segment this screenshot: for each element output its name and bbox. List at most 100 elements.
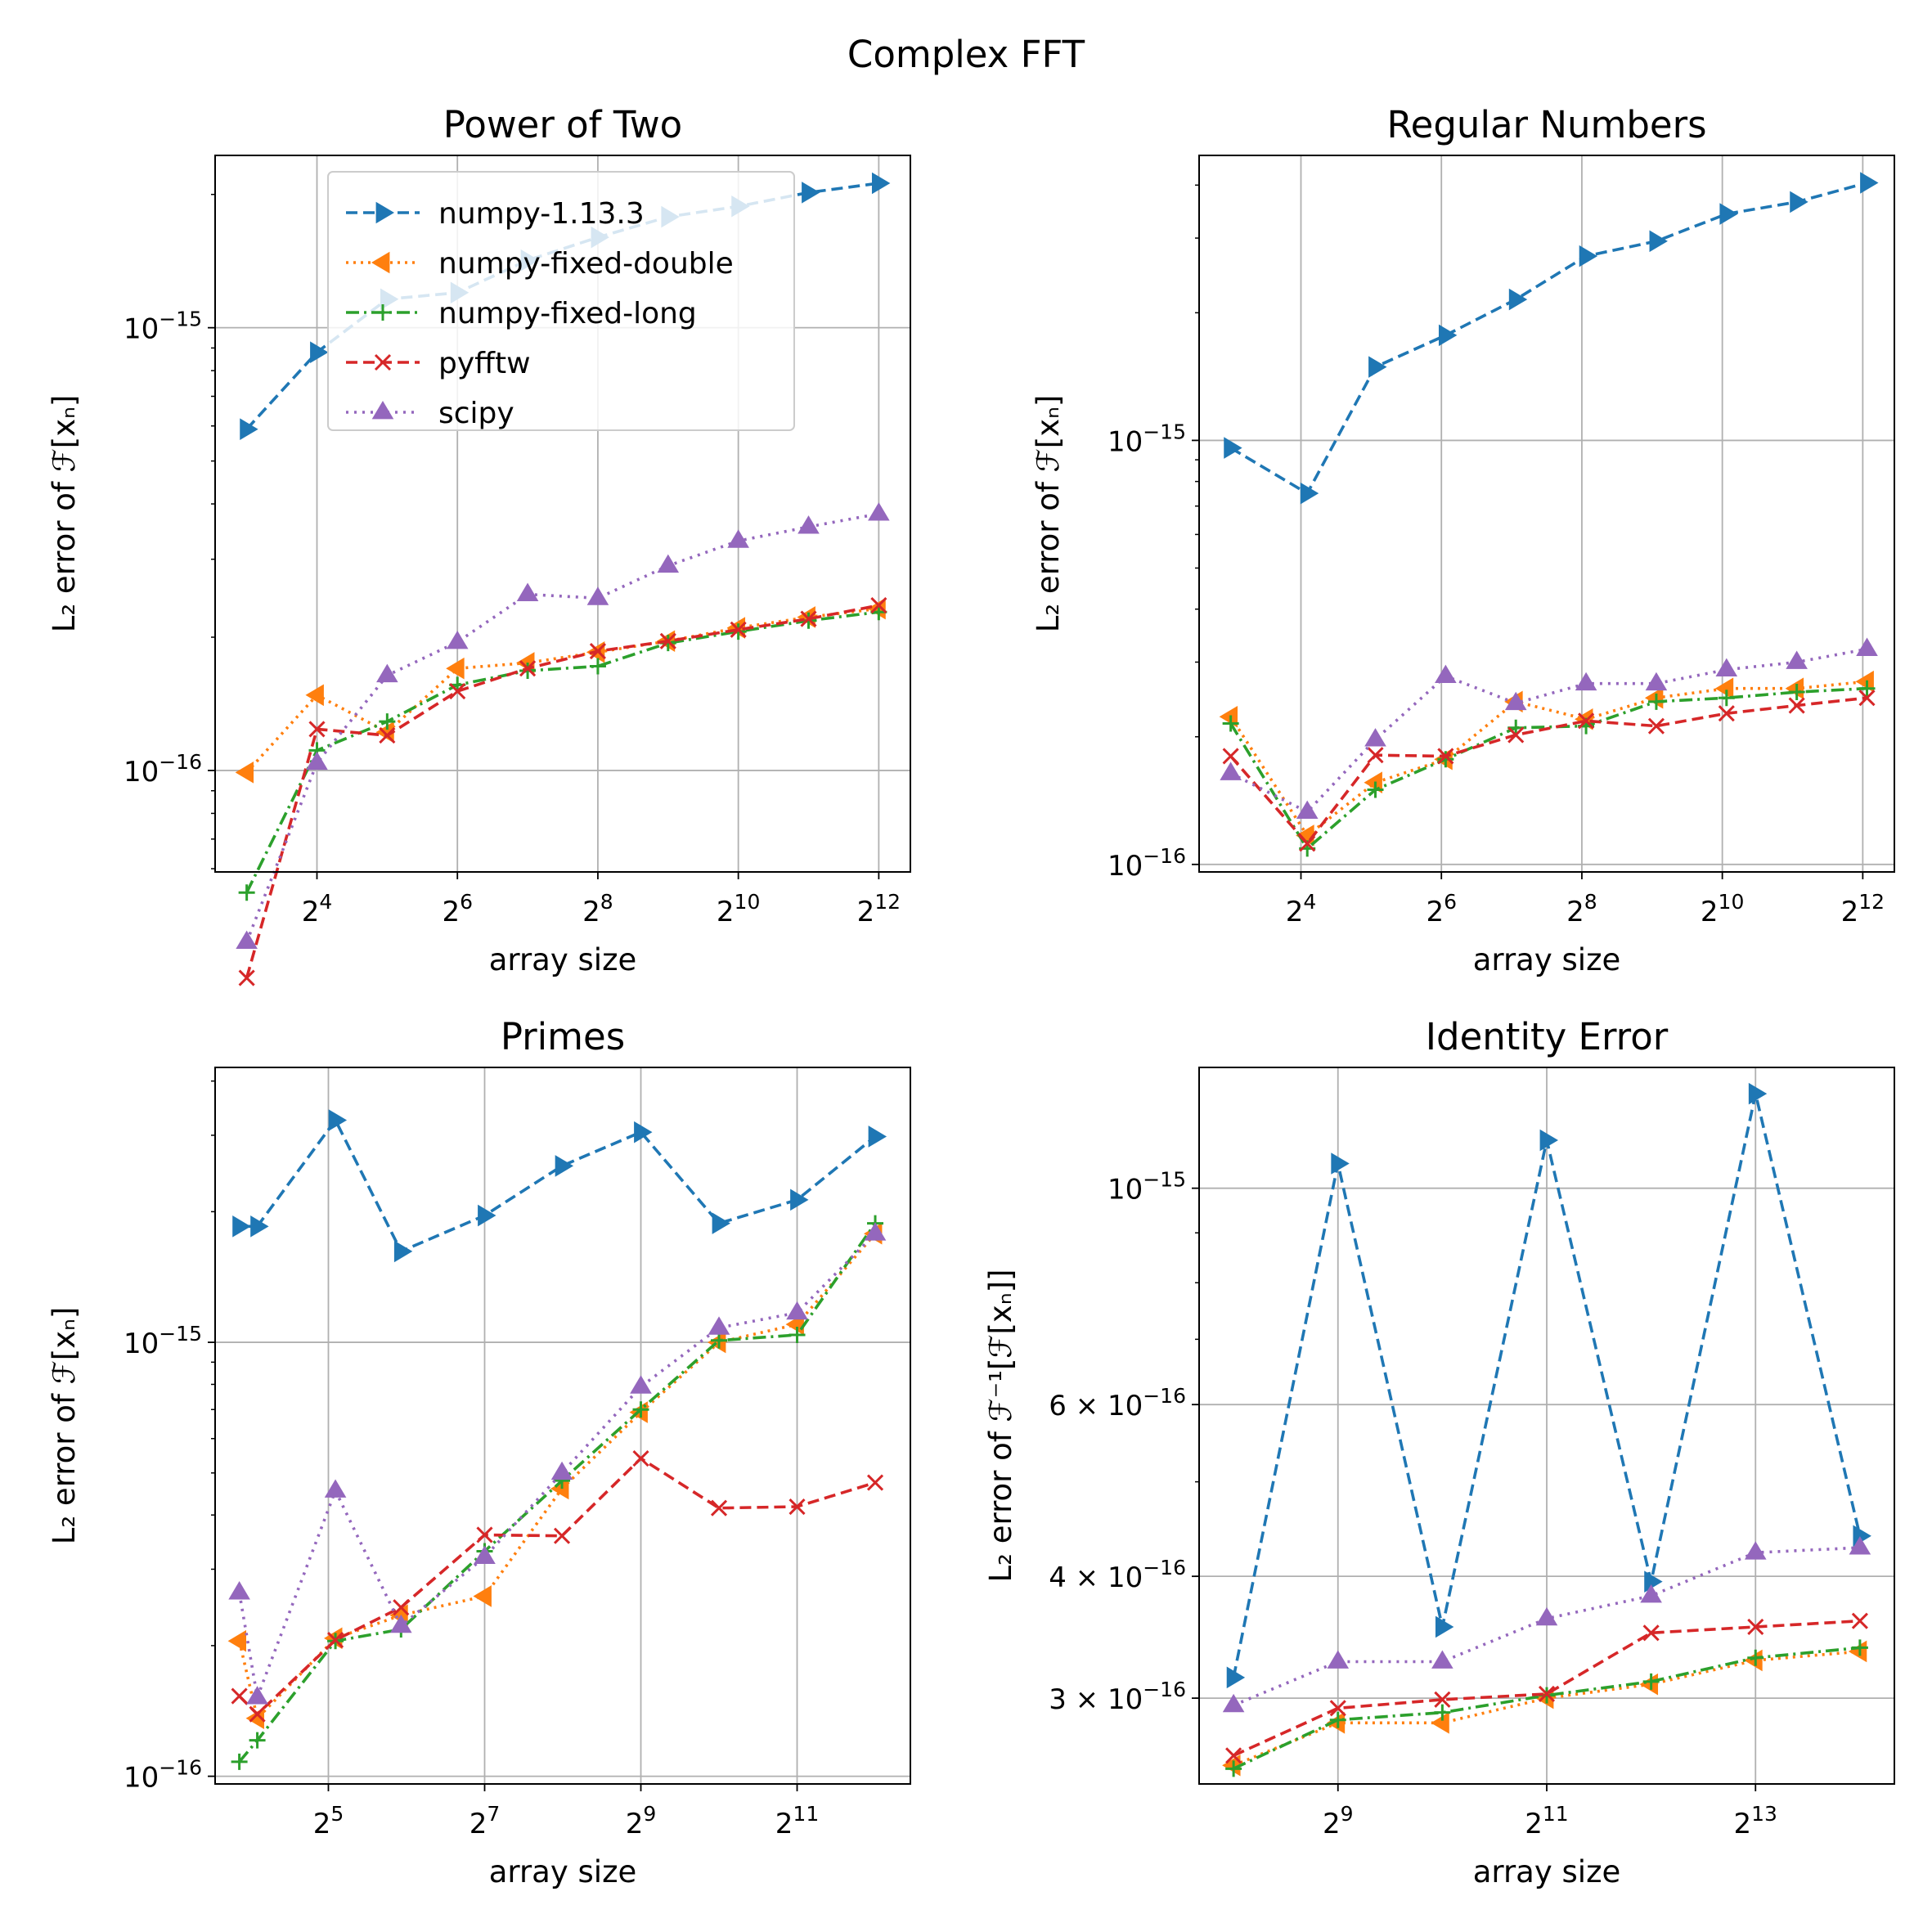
- data-point: [1222, 1754, 1241, 1777]
- data-point: [227, 1629, 247, 1652]
- data-point: [1508, 288, 1528, 311]
- data-point: [393, 1599, 410, 1616]
- data-point: [1719, 203, 1738, 225]
- data-point: [1327, 1650, 1350, 1669]
- x-axis-label: array size: [1473, 1854, 1621, 1889]
- series-line-1: [245, 607, 879, 774]
- data-point: [393, 1240, 413, 1263]
- data-point: [1715, 658, 1738, 677]
- series-line-4: [245, 512, 879, 943]
- legend-marker: [371, 251, 390, 274]
- series-line-2: [238, 1222, 877, 1764]
- data-point: [711, 1332, 728, 1349]
- series-line-2: [245, 610, 879, 893]
- legend-label: numpy-fixed-double: [438, 247, 734, 281]
- data-point: [1434, 1691, 1451, 1708]
- data-point: [324, 1479, 347, 1498]
- y-tick-label: 10−16: [124, 750, 202, 789]
- data-point: [474, 1545, 496, 1565]
- x-tick-label: 26: [1426, 890, 1457, 928]
- data-point: [1225, 1747, 1242, 1764]
- data-point: [376, 663, 398, 683]
- axes-frame: [214, 1067, 911, 1785]
- data-point: [1848, 1640, 1867, 1663]
- subplot-3: 25 27 29 211 10−16 10−15 Primes array size L₂ er…: [47, 1015, 911, 1889]
- data-point: [249, 1732, 266, 1749]
- data-point: [1222, 1693, 1245, 1713]
- data-point: [250, 1215, 269, 1238]
- subplot-4: 29 211 213 10−15 6 × 10−16 4 × 10−16 3 × 10−16…: [983, 1015, 1895, 1889]
- data-point: [327, 1632, 344, 1649]
- data-point: [1856, 637, 1878, 656]
- data-point: [1747, 1618, 1764, 1636]
- data-point: [1539, 1129, 1558, 1152]
- x-tick-label: 28: [582, 890, 613, 928]
- data-point: [586, 586, 609, 605]
- data-point: [328, 1109, 348, 1131]
- data-point: [1367, 747, 1384, 764]
- data-point: [473, 1585, 492, 1607]
- data-point: [1579, 245, 1598, 267]
- legend-marker: [374, 353, 392, 371]
- data-point: [231, 1687, 248, 1705]
- y-tick-label: 10−16: [124, 1756, 202, 1795]
- data-point: [1788, 697, 1805, 714]
- data-point: [1858, 680, 1876, 697]
- data-point: [1437, 748, 1454, 765]
- series-line-4: [1229, 647, 1867, 814]
- data-point: [708, 1331, 726, 1354]
- y-tick-label: 3 × 10−16: [1049, 1678, 1186, 1716]
- data-point: [1714, 677, 1734, 699]
- data-point: [231, 1753, 248, 1770]
- data-point: [310, 341, 329, 364]
- legend-box: [327, 171, 795, 431]
- legend-label: pyfftw: [438, 347, 531, 380]
- data-point: [1504, 691, 1527, 711]
- x-tick-label: 25: [313, 1802, 344, 1840]
- data-point: [449, 683, 466, 700]
- data-point: [519, 663, 537, 679]
- y-tick-label: 10−15: [1108, 420, 1186, 458]
- x-axis-label: array size: [489, 1854, 637, 1889]
- data-point: [228, 1581, 250, 1600]
- x-tick-label: 212: [857, 890, 901, 928]
- data-point: [1329, 1711, 1346, 1728]
- data-point: [1435, 664, 1457, 684]
- data-point: [1222, 715, 1239, 732]
- data-point: [446, 657, 465, 680]
- legend-label: numpy-1.13.3: [438, 197, 645, 231]
- data-point: [379, 727, 396, 744]
- x-tick-label: 212: [1841, 890, 1885, 928]
- data-point: [790, 1188, 809, 1211]
- x-tick-label: 213: [1734, 1802, 1777, 1840]
- data-point: [246, 1686, 268, 1705]
- data-point: [634, 1121, 653, 1143]
- y-tick-label: 6 × 10−16: [1049, 1384, 1186, 1422]
- data-point: [305, 684, 324, 707]
- data-point: [550, 1461, 573, 1480]
- data-point: [553, 1527, 571, 1544]
- data-point: [232, 1215, 251, 1238]
- data-point: [1645, 672, 1668, 691]
- x-tick-label: 211: [1525, 1802, 1568, 1840]
- data-point: [1718, 690, 1735, 707]
- data-point: [1435, 1615, 1454, 1638]
- data-point: [1368, 356, 1387, 378]
- data-point: [800, 610, 817, 627]
- data-point: [478, 1204, 496, 1227]
- data-point: [589, 643, 606, 660]
- data-point: [249, 1705, 266, 1723]
- data-point: [798, 515, 820, 534]
- data-point: [1296, 800, 1319, 820]
- data-point: [802, 182, 820, 204]
- data-point: [550, 1477, 569, 1500]
- data-point: [1219, 705, 1238, 728]
- data-point: [476, 1526, 493, 1543]
- y-axis-label: L₂ error of ℱ⁻¹[ℱ[xₙ]]: [983, 1269, 1018, 1583]
- data-point: [1225, 1760, 1242, 1777]
- data-point: [1220, 762, 1242, 780]
- data-point: [630, 1375, 652, 1394]
- y-tick-label: 10−15: [1108, 1168, 1186, 1206]
- data-point: [238, 969, 255, 986]
